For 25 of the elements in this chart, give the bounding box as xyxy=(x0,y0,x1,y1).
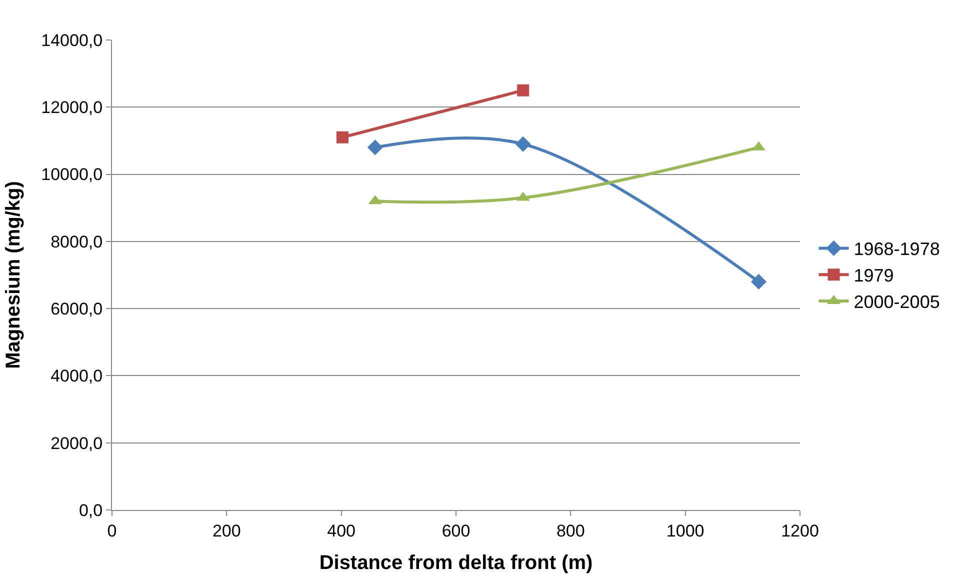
point xyxy=(336,131,348,144)
point xyxy=(517,84,530,96)
legend-label: 2000-2005 xyxy=(854,292,940,312)
x-tick-label: 600 xyxy=(442,521,470,540)
y-tick-label: 8000,0 xyxy=(50,232,103,252)
x-tick-label: 200 xyxy=(212,521,241,540)
y-tick-label: 12000,0 xyxy=(41,98,103,118)
x-tick-label: 800 xyxy=(556,521,585,540)
point xyxy=(515,136,531,152)
y-tick-label: 2000,0 xyxy=(50,434,103,453)
y-tick-label: 6000,0 xyxy=(50,300,103,319)
y-tick-label: 10000,0 xyxy=(41,165,103,184)
point xyxy=(367,140,383,156)
y-tick-label: 0,0 xyxy=(78,500,103,520)
x-tick-label: 0 xyxy=(107,521,117,540)
y-axis-title: Magnesium (mg/kg) xyxy=(2,181,25,369)
legend-label: 1968-1978 xyxy=(854,239,940,260)
y-tick-label: 4000,0 xyxy=(50,366,103,386)
point xyxy=(750,274,767,290)
x-tick-label: 400 xyxy=(327,521,356,540)
legend-label: 1979 xyxy=(854,266,894,286)
y-tick-label: 14000,0 xyxy=(41,30,103,50)
x-axis-title: Distance from delta front (m) xyxy=(319,552,593,574)
x-tick-label: 1000 xyxy=(666,521,704,540)
x-tick-label: 1200 xyxy=(781,521,819,540)
